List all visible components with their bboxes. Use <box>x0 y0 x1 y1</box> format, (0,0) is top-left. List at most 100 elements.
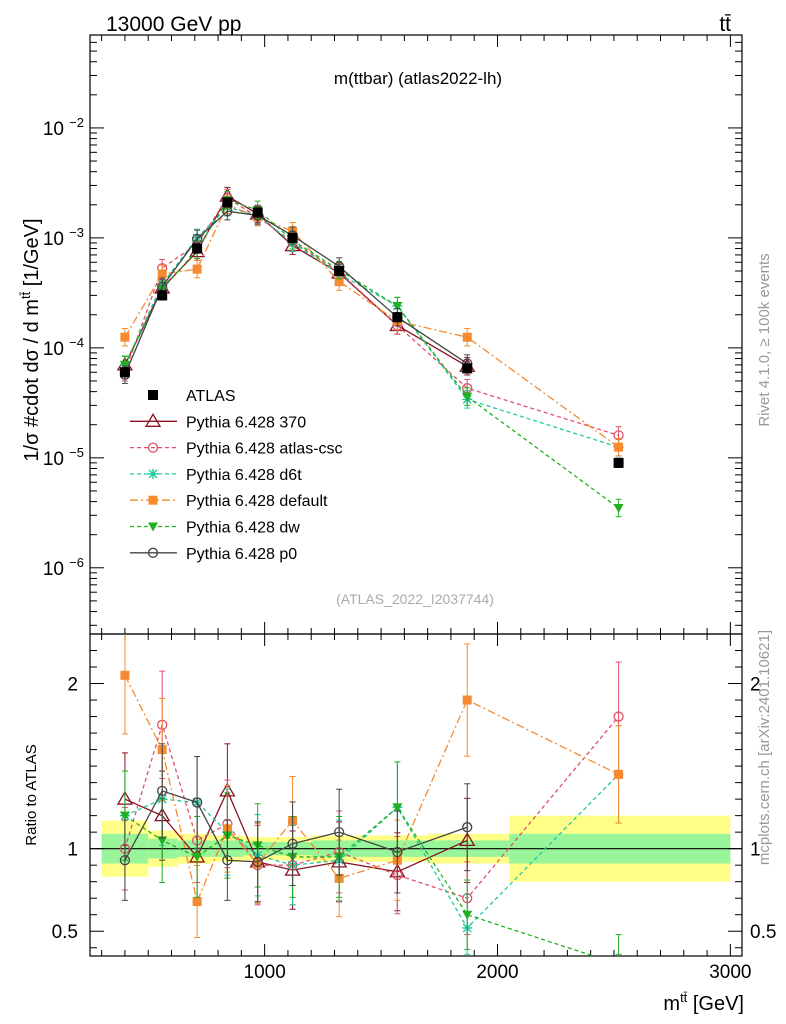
ratio-y-tick-label-right: 0.5 <box>750 922 776 943</box>
marker-square <box>148 495 158 505</box>
marker-circle <box>147 547 159 558</box>
y-tick-label: 10 <box>43 449 64 470</box>
watermark: (ATLAS_2022_I2037744) <box>336 591 494 607</box>
marker-circle <box>287 838 298 849</box>
legend-label: Pythia 6.428 p0 <box>186 546 297 563</box>
y-axis-label: 1/σ #cdot dσ / d mtt̄ [1/GeV] <box>18 218 43 461</box>
marker-square <box>334 277 344 287</box>
axes: 1000 2000 3000 10 −6 10 −5 10 −4 10 −3 10 −2 0.5 0.5 1 1… <box>43 34 776 983</box>
marker-triangle-down <box>157 836 168 846</box>
marker-square <box>120 670 130 680</box>
ratio-y-tick-label-right: 2 <box>750 675 761 696</box>
header-right: tt̄ <box>719 13 731 36</box>
marker-triangle-down <box>392 302 403 312</box>
ratio-y-tick-label: 0.5 <box>52 922 78 943</box>
series-layer <box>116 186 624 969</box>
ratio-series-370 <box>116 743 476 912</box>
x-axis-label: mtt̄ [GeV] <box>663 990 744 1015</box>
main-frame <box>89 34 743 635</box>
y-tick-label: 10 <box>43 559 64 580</box>
legend-label: Pythia 6.428 default <box>186 493 328 510</box>
marker-square <box>334 266 345 277</box>
legend-item-370: Pythia 6.428 370 <box>130 413 306 431</box>
y-tick-label: 10 <box>43 229 64 250</box>
marker-square <box>614 442 624 452</box>
marker-square <box>157 290 168 301</box>
marker-square <box>192 897 202 907</box>
y-tick-exponent: −6 <box>69 555 84 570</box>
y-label-a: 1/σ #cdot dσ / d m <box>21 299 43 462</box>
ratio-y-tick-label: 2 <box>67 675 78 696</box>
marker-circle <box>147 442 159 453</box>
x-label-unit: [GeV] <box>687 993 744 1015</box>
marker-square <box>119 367 130 378</box>
series-atlas-csc <box>119 188 624 445</box>
ratio-series-line <box>124 716 620 899</box>
ratio-series-p0 <box>119 743 473 903</box>
legend-item-d6t: Pythia 6.428 d6t <box>130 467 302 484</box>
legend-item-ATLAS: ATLAS <box>148 388 236 405</box>
marker-square <box>120 332 130 342</box>
series-line <box>124 203 619 448</box>
x-label-sup: tt̄ <box>680 990 688 1005</box>
marker-square <box>148 390 158 400</box>
marker-triangle-down <box>148 522 158 532</box>
x-tick-label: 3000 <box>709 962 751 983</box>
legend-item-p0: Pythia 6.428 p0 <box>130 546 297 563</box>
marker-square <box>462 695 472 705</box>
legend-item-dw: Pythia 6.428 dw <box>130 520 300 537</box>
marker-triangle-down <box>462 910 473 920</box>
marker-square <box>462 363 473 374</box>
main-panel-series <box>116 186 624 518</box>
marker-square <box>192 264 202 274</box>
marker-circle <box>157 785 168 797</box>
x-tick-label: 2000 <box>476 962 518 983</box>
y-tick-exponent: −2 <box>69 115 84 130</box>
marker-circle <box>191 233 203 245</box>
marker-square <box>222 197 233 208</box>
ratio-bands <box>90 815 742 882</box>
marker-circle <box>252 856 263 868</box>
y-tick-exponent: −5 <box>69 445 84 460</box>
y-tick-label: 10 <box>43 119 64 140</box>
y-tick-label: 10 <box>43 339 64 360</box>
ratio-y-label: Ratio to ATLAS <box>23 744 40 845</box>
series-line <box>124 195 468 367</box>
marker-square <box>157 269 167 279</box>
series-ATLAS <box>119 197 624 468</box>
marker-square <box>287 232 298 243</box>
marker-square <box>462 332 472 342</box>
ratio-series-line <box>124 773 620 929</box>
ratio-y-tick-label-right: 1 <box>750 840 761 861</box>
marker-triangle-down <box>119 811 130 821</box>
legend-label: Pythia 6.428 dw <box>186 520 300 537</box>
legend-item-atlas-csc: Pythia 6.428 atlas-csc <box>130 441 343 458</box>
marker-circle <box>119 855 131 866</box>
marker-square <box>613 457 624 468</box>
ratio-series-line <box>124 674 619 904</box>
marker-circle <box>392 846 403 858</box>
ratio-y-tick-label: 1 <box>67 840 78 861</box>
star-stroke <box>148 469 158 479</box>
legend-item-default: Pythia 6.428 default <box>130 493 328 510</box>
marker-square <box>252 207 263 218</box>
side-text-top: Rivet 4.1.0, ≥ 100k events <box>756 253 773 426</box>
x-tick-label: 1000 <box>244 962 286 983</box>
marker-circle <box>334 827 345 838</box>
legend-label: Pythia 6.428 d6t <box>186 467 302 484</box>
y-tick-exponent: −4 <box>69 335 84 350</box>
legend-label: ATLAS <box>186 388 236 405</box>
marker-circle <box>191 797 203 808</box>
chart-title: m(ttbar) (atlas2022-lh) <box>334 69 502 88</box>
marker-star <box>148 468 158 479</box>
legend: ATLAS Pythia 6.428 370 Pythia 6.428 atlas-… <box>130 388 343 563</box>
header-left: 13000 GeV pp <box>106 13 241 36</box>
marker-triangle-down <box>614 960 624 969</box>
ratio-series-line <box>124 806 596 956</box>
marker-square <box>392 312 403 323</box>
marker-circle <box>462 822 473 833</box>
marker-circle <box>222 855 233 866</box>
marker-triangle-down <box>392 803 403 813</box>
marker-triangle-down <box>192 852 203 862</box>
